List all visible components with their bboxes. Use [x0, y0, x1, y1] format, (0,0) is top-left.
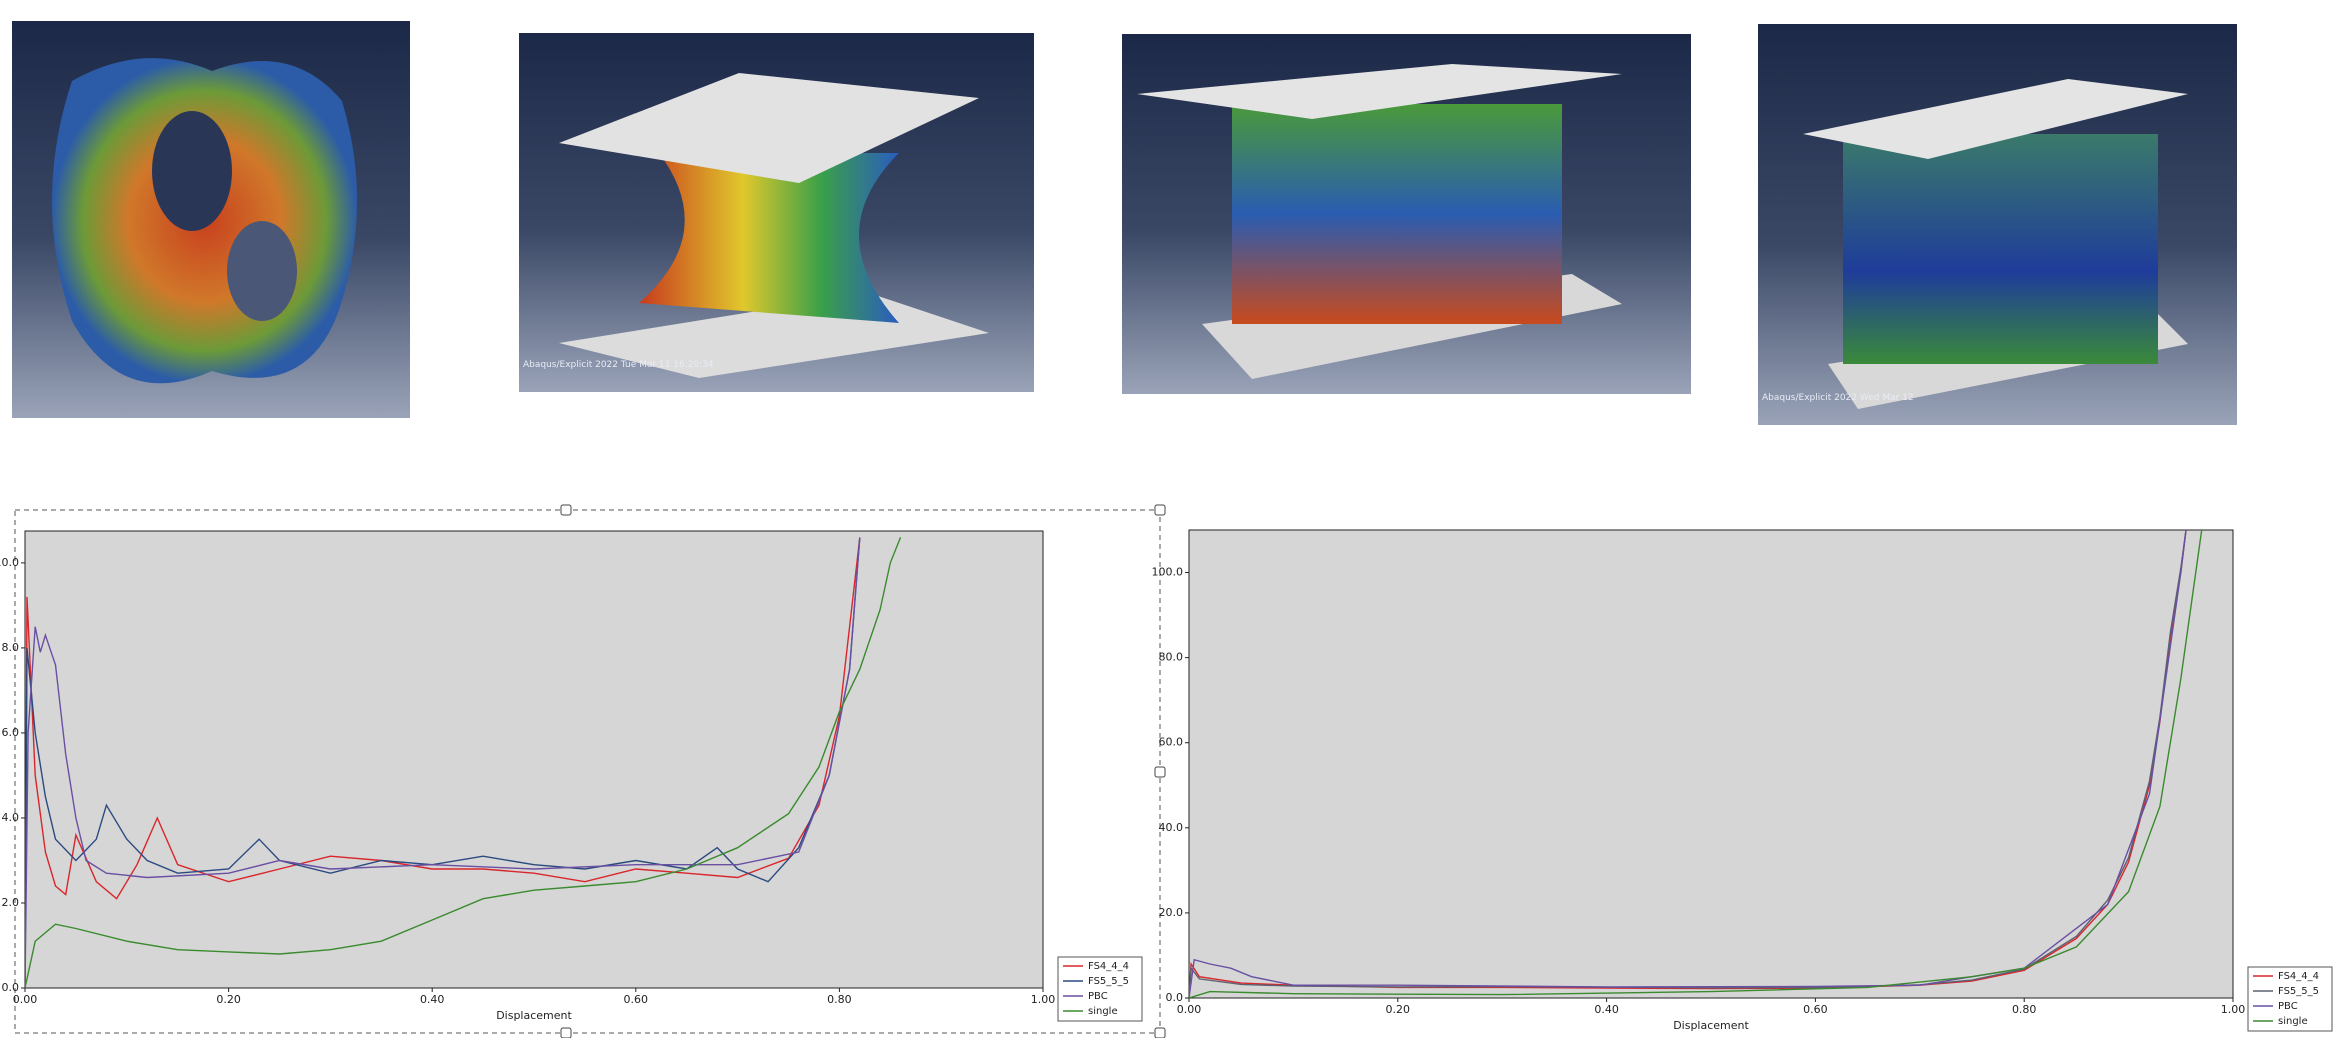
x-tick-label: 1.00 [1031, 993, 1056, 1006]
x-tick-label: 0.20 [1386, 1003, 1411, 1016]
y-tick-label: 80.0 [1159, 651, 1184, 664]
x-tick-label: 0.40 [1594, 1003, 1619, 1016]
data-line [25, 537, 861, 988]
legend-label: FS4_4_4 [1088, 961, 1129, 972]
image-caption: Abaqus/Explicit 2022 Wed Mar 12 [1762, 393, 1914, 403]
y-tick-label: 0.0 [1166, 991, 1184, 1004]
plot-area [24, 530, 1044, 989]
resize-handle[interactable] [1154, 1027, 1166, 1038]
y-tick-label: 6.0 [2, 726, 20, 739]
legend-label: FS5_5_5 [2278, 986, 2319, 997]
image-art [1803, 79, 2188, 409]
simulation-image [12, 21, 410, 418]
image-art [52, 58, 357, 384]
legend-label: single [1088, 1006, 1118, 1017]
image-art [559, 73, 989, 378]
x-tick-label: 0.80 [827, 993, 852, 1006]
x-axis-label: Displacement [1673, 1019, 1749, 1032]
x-tick-label: 1.00 [2221, 1003, 2246, 1016]
image-art [1137, 64, 1622, 379]
x-tick-label: 0.60 [624, 993, 649, 1006]
plot-lines [25, 537, 902, 988]
y-tick-label: 2.0 [2, 896, 20, 909]
y-tick-label: 20.0 [1159, 906, 1184, 919]
x-tick-label: 0.80 [2012, 1003, 2037, 1016]
y-tick-label: 10.0 [0, 556, 19, 569]
plot-area [1188, 529, 2234, 999]
y-tick-label: 40.0 [1159, 821, 1184, 834]
simulation-image: Abaqus/Explicit 2022 Wed Mar 12 [1758, 24, 2237, 425]
x-tick-label: 0.60 [1803, 1003, 1828, 1016]
plot-lines [1189, 530, 2203, 998]
data-line [1189, 530, 2187, 998]
simulation-image: Abaqus/Explicit 2022 Tue Mar 11 16:20:34 [519, 33, 1034, 392]
resize-handle[interactable] [1154, 766, 1166, 778]
x-tick-label: 0.20 [216, 993, 241, 1006]
resize-handle[interactable] [560, 504, 572, 516]
data-line [25, 537, 861, 988]
data-line [1189, 530, 2203, 998]
image-caption: Abaqus/Explicit 2022 Tue Mar 11 16:20:34 [523, 360, 714, 370]
data-line [25, 537, 902, 988]
y-tick-label: 4.0 [2, 811, 20, 824]
resize-handle[interactable] [560, 1027, 572, 1038]
legend-label: PBC [2278, 1001, 2298, 1012]
x-tick-label: 0.00 [13, 993, 38, 1006]
legend-label: FS4_4_4 [2278, 971, 2319, 982]
legend-label: single [2278, 1016, 2308, 1027]
data-line [25, 537, 861, 988]
x-tick-label: 0.40 [420, 993, 445, 1006]
y-tick-label: 60.0 [1159, 736, 1184, 749]
y-tick-label: 0.0 [2, 981, 20, 994]
legend-label: PBC [1088, 991, 1108, 1002]
legend-label: FS5_5_5 [1088, 976, 1129, 987]
simulation-image [1122, 34, 1691, 394]
y-tick-label: 100.0 [1152, 566, 1184, 579]
x-tick-label: 0.00 [1177, 1003, 1202, 1016]
x-axis-label: Displacement [496, 1009, 572, 1022]
resize-handle[interactable] [1154, 504, 1166, 516]
y-tick-label: 8.0 [2, 641, 20, 654]
